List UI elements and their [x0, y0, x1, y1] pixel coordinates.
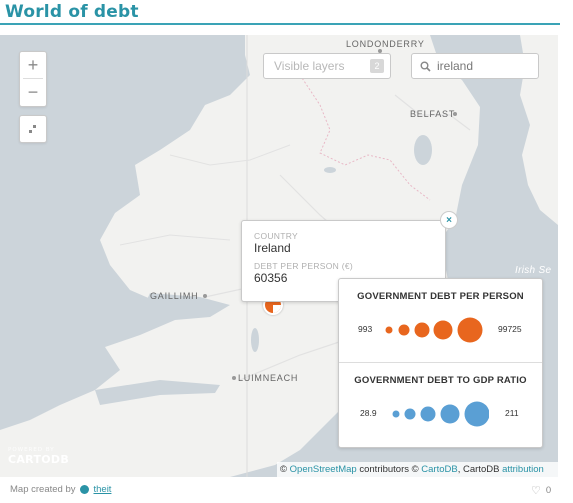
legend-panel: GOVERNMENT DEBT PER PERSON 993 99725 GOV…: [338, 278, 543, 448]
map-attribution: © OpenStreetMap contributors © CartoDB, …: [277, 462, 558, 477]
heart-icon: ♡: [531, 485, 541, 497]
layers-count-badge: 2: [370, 59, 384, 73]
cartodb-link[interactable]: CartoDB: [421, 464, 458, 475]
fullscreen-button[interactable]: [19, 115, 47, 143]
legend-min-value: 28.9: [360, 408, 377, 418]
osm-link[interactable]: OpenStreetMap: [289, 464, 357, 475]
zoom-out-button[interactable]: −: [27, 81, 39, 102]
fullscreen-icon: [29, 125, 36, 133]
search-box: [411, 53, 539, 79]
author-link[interactable]: theit: [93, 484, 112, 495]
legend-max-value: 99725: [498, 324, 522, 334]
copyright-symbol: ©: [280, 464, 287, 475]
search-icon: [420, 61, 431, 72]
popup-debt-label: DEBT PER PERSON (€): [254, 261, 354, 271]
visible-layers-label: Visible layers: [274, 59, 345, 73]
map-label-luimneach: LUIMNEACH: [238, 373, 299, 383]
popup-country-label: COUNTRY: [254, 231, 298, 241]
like-button[interactable]: ♡ 0: [531, 484, 551, 497]
map-label-belfast: BELFAST: [410, 109, 456, 119]
map-label-londonderry: LONDONDERRY: [346, 39, 425, 49]
legend-max-value: 211: [505, 408, 519, 418]
legend-bubbles: [392, 401, 489, 427]
search-input[interactable]: [437, 59, 532, 73]
popup-country-value: Ireland: [254, 241, 291, 255]
title-divider: [0, 23, 560, 25]
zoom-control: + −: [19, 51, 47, 107]
map-label-gaillimh: GAILLIMH: [150, 291, 199, 301]
attribution-link[interactable]: attribution: [502, 464, 544, 475]
zoom-divider: [23, 78, 43, 79]
legend-debt-per-person: GOVERNMENT DEBT PER PERSON 993 99725: [339, 279, 542, 362]
author-avatar: [80, 485, 90, 494]
popup-close-icon[interactable]: ×: [440, 211, 458, 229]
legend-title: GOVERNMENT DEBT TO GDP RATIO: [354, 375, 527, 386]
map-label-irish-sea: Irish Se: [515, 265, 552, 276]
zoom-in-button[interactable]: +: [27, 54, 39, 75]
legend-debt-to-gdp: GOVERNMENT DEBT TO GDP RATIO 28.9 211: [339, 362, 542, 446]
attribution-text: contributors ©: [359, 464, 419, 475]
visible-layers-selector[interactable]: Visible layers 2: [263, 53, 391, 79]
footer-credit: Map created by theit: [10, 484, 111, 495]
legend-title: GOVERNMENT DEBT PER PERSON: [357, 291, 524, 302]
cartodb-logo[interactable]: POWERED BY CARTODB: [8, 447, 70, 466]
attribution-text-cartodb: , CartoDB: [457, 464, 500, 475]
legend-min-value: 993: [358, 324, 373, 334]
page-title: World of debt: [5, 2, 139, 22]
map-created-by-label: Map created by: [10, 484, 76, 495]
legend-bubbles: [385, 317, 483, 343]
like-count: 0: [545, 485, 552, 496]
popup-debt-value: 60356: [254, 271, 288, 285]
